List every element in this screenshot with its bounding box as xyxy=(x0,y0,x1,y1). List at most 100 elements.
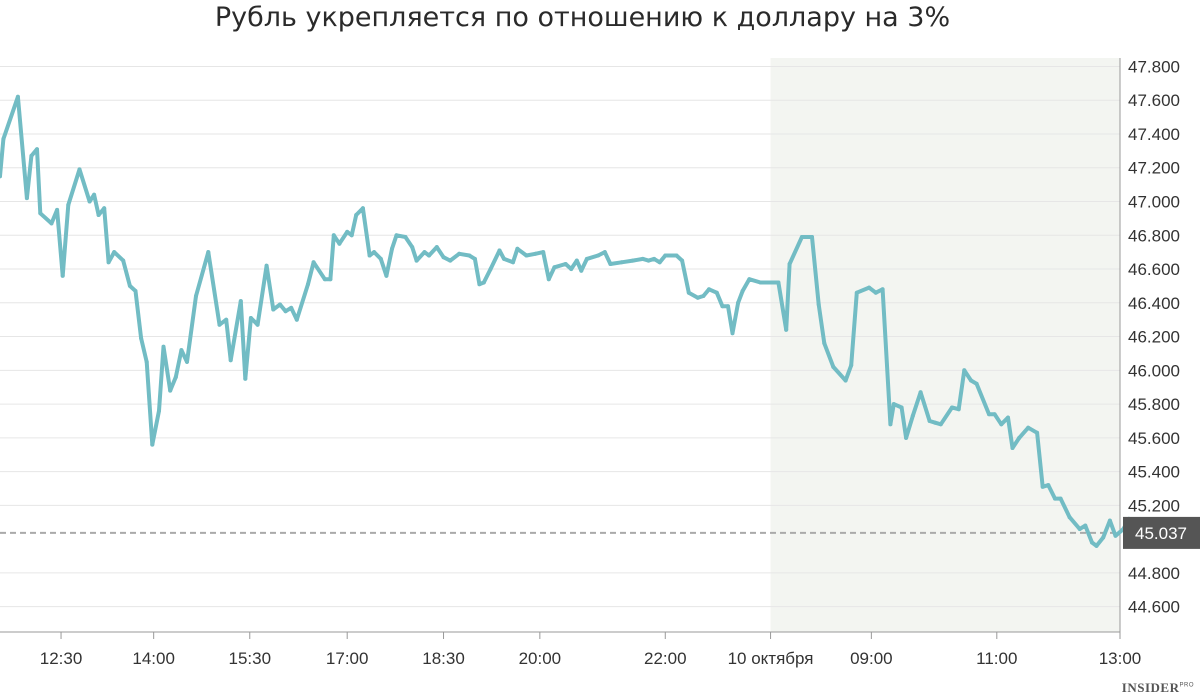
data-point xyxy=(938,422,943,427)
y-tick-label: 47.400 xyxy=(1128,125,1180,144)
data-point xyxy=(701,294,706,298)
data-point xyxy=(173,375,178,380)
data-point xyxy=(891,402,896,407)
data-point xyxy=(157,408,161,413)
data-point xyxy=(179,348,184,353)
data-point xyxy=(854,290,859,295)
data-point xyxy=(29,153,34,158)
data-point xyxy=(1058,496,1063,501)
data-point xyxy=(849,363,854,368)
data-point xyxy=(962,368,967,373)
data-point xyxy=(106,260,111,265)
data-point xyxy=(799,235,804,239)
x-tick-label: 22:00 xyxy=(644,649,687,668)
data-point xyxy=(488,267,493,271)
x-tick-label: 09:00 xyxy=(850,649,893,668)
data-point xyxy=(127,283,132,288)
data-point xyxy=(765,280,770,285)
data-point xyxy=(337,241,342,246)
y-tick-label: 46.200 xyxy=(1128,328,1180,347)
data-point xyxy=(55,207,60,212)
data-point xyxy=(481,280,486,285)
data-point xyxy=(306,282,310,287)
data-point xyxy=(77,167,82,172)
data-point xyxy=(378,256,383,261)
data-point xyxy=(384,273,389,278)
data-point xyxy=(927,419,932,423)
data-point xyxy=(354,213,359,217)
y-tick-label: 44.600 xyxy=(1128,598,1180,617)
x-tick-label: 18:30 xyxy=(422,649,465,668)
data-point xyxy=(248,316,253,320)
data-point xyxy=(695,295,700,300)
data-point xyxy=(367,253,372,258)
y-tick-label: 45.200 xyxy=(1128,496,1180,515)
data-point xyxy=(1083,523,1088,528)
data-point xyxy=(206,250,211,255)
data-point xyxy=(867,285,872,290)
data-point xyxy=(720,304,725,309)
data-point xyxy=(1101,535,1106,540)
data-point xyxy=(619,260,624,265)
data-point xyxy=(1094,543,1099,548)
y-tick-label: 47.600 xyxy=(1128,91,1180,110)
data-point xyxy=(150,442,155,447)
data-point xyxy=(771,280,776,285)
data-point xyxy=(422,250,427,255)
series-line xyxy=(0,94,1149,548)
data-point xyxy=(194,294,198,298)
x-tick-label: 14:00 xyxy=(132,649,175,668)
data-point xyxy=(1077,527,1082,531)
data-point xyxy=(502,256,506,261)
y-tick-label: 46.000 xyxy=(1128,361,1180,380)
x-tick-label: 17:00 xyxy=(326,649,369,668)
data-point xyxy=(497,248,502,253)
data-point xyxy=(87,199,92,204)
data-point xyxy=(414,258,419,263)
data-point xyxy=(873,290,878,295)
data-point xyxy=(918,390,923,395)
data-point xyxy=(686,290,691,295)
data-point xyxy=(524,253,529,258)
data-point xyxy=(331,233,336,238)
data-point xyxy=(758,280,763,285)
data-point xyxy=(584,256,589,261)
data-point xyxy=(640,256,645,261)
data-point xyxy=(243,376,248,381)
data-point xyxy=(294,317,299,322)
data-point xyxy=(96,213,101,217)
data-point xyxy=(403,235,408,239)
data-point xyxy=(608,262,613,266)
data-point xyxy=(910,413,915,418)
data-point xyxy=(161,344,166,349)
data-point xyxy=(457,251,462,256)
x-tick-label: 13:00 xyxy=(1099,649,1142,668)
data-point xyxy=(602,250,607,255)
data-point xyxy=(1026,425,1031,430)
data-point xyxy=(999,422,1004,427)
data-point xyxy=(441,255,446,260)
data-point xyxy=(969,378,973,383)
data-point xyxy=(133,289,138,293)
data-point xyxy=(1053,496,1057,501)
data-point xyxy=(663,253,668,258)
data-point xyxy=(899,405,904,410)
data-point xyxy=(630,258,635,263)
data-point xyxy=(1067,515,1072,520)
data-point xyxy=(1040,484,1045,489)
logo-text: INSIDER xyxy=(1121,680,1180,695)
data-point xyxy=(24,196,29,201)
data-point xyxy=(596,253,601,258)
y-tick-label: 44.800 xyxy=(1128,564,1180,583)
data-point xyxy=(15,94,20,99)
data-point xyxy=(546,277,551,282)
data-point xyxy=(822,341,827,346)
data-point xyxy=(657,260,662,265)
data-point xyxy=(956,407,961,412)
data-point xyxy=(477,282,482,287)
data-point xyxy=(238,299,243,304)
data-point xyxy=(224,317,229,322)
data-point xyxy=(552,265,557,270)
